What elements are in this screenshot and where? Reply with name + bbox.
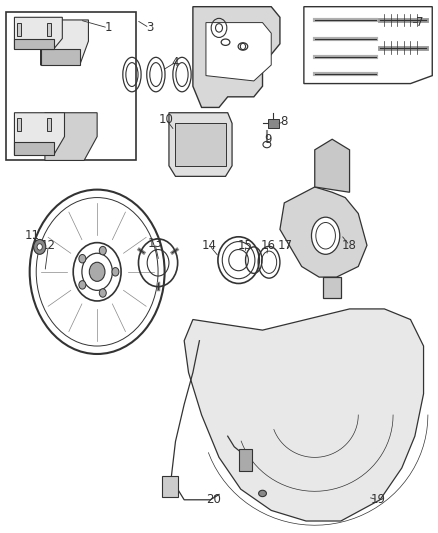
Polygon shape bbox=[206, 22, 271, 81]
Text: 7: 7 bbox=[417, 16, 424, 29]
Polygon shape bbox=[176, 123, 226, 166]
Polygon shape bbox=[184, 309, 424, 521]
Polygon shape bbox=[14, 113, 64, 155]
Bar bbox=[162, 476, 178, 497]
Polygon shape bbox=[14, 17, 62, 49]
Polygon shape bbox=[169, 113, 232, 176]
Polygon shape bbox=[304, 7, 432, 84]
Text: 9: 9 bbox=[264, 133, 272, 146]
Polygon shape bbox=[14, 142, 53, 155]
Bar bbox=[47, 22, 51, 36]
Text: 18: 18 bbox=[342, 239, 357, 252]
Text: 15: 15 bbox=[238, 239, 253, 252]
Text: 17: 17 bbox=[278, 239, 293, 252]
Text: 20: 20 bbox=[206, 494, 221, 506]
Polygon shape bbox=[323, 277, 341, 298]
Bar bbox=[239, 449, 252, 471]
Circle shape bbox=[79, 254, 86, 263]
Ellipse shape bbox=[311, 217, 340, 254]
Polygon shape bbox=[45, 113, 97, 160]
Circle shape bbox=[99, 246, 106, 255]
Ellipse shape bbox=[258, 490, 266, 497]
Bar bbox=[17, 22, 21, 36]
Circle shape bbox=[99, 289, 106, 297]
Bar bbox=[6, 12, 136, 160]
Text: 19: 19 bbox=[371, 494, 385, 506]
Text: 12: 12 bbox=[41, 239, 56, 252]
Text: 13: 13 bbox=[148, 237, 162, 250]
Circle shape bbox=[89, 262, 105, 281]
Polygon shape bbox=[41, 20, 88, 65]
Text: 5: 5 bbox=[206, 42, 213, 54]
Polygon shape bbox=[280, 187, 367, 277]
Polygon shape bbox=[315, 139, 350, 192]
Text: 11: 11 bbox=[25, 229, 39, 242]
Polygon shape bbox=[193, 7, 280, 108]
Bar bbox=[47, 118, 51, 131]
Text: 16: 16 bbox=[260, 239, 275, 252]
Polygon shape bbox=[14, 38, 53, 49]
Text: 1: 1 bbox=[104, 21, 112, 35]
Circle shape bbox=[34, 239, 46, 254]
Text: 14: 14 bbox=[202, 239, 217, 252]
Bar bbox=[17, 118, 21, 131]
Polygon shape bbox=[41, 49, 80, 65]
Polygon shape bbox=[268, 119, 279, 127]
Text: 6: 6 bbox=[237, 42, 244, 54]
Text: 4: 4 bbox=[172, 56, 179, 69]
Circle shape bbox=[79, 281, 86, 289]
Circle shape bbox=[37, 244, 42, 250]
Text: 3: 3 bbox=[146, 21, 153, 35]
Text: 8: 8 bbox=[281, 115, 288, 128]
Text: 10: 10 bbox=[159, 112, 173, 126]
Circle shape bbox=[112, 268, 119, 276]
